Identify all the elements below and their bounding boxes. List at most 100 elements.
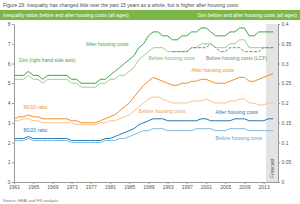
chart: Figure 29: Inequality has changed little… [0,0,300,204]
annotation: After housing costs [216,109,259,115]
tick-label: 2013 [259,184,270,190]
tick-label: 2009 [239,184,250,190]
axis-line [278,25,279,183]
tick-mark [12,64,14,65]
tick: 2005 [220,182,231,190]
tick: 0.3 [278,61,289,67]
tick: 0.15 [278,120,291,126]
tick: 2 [8,140,14,146]
tick: 1989 [143,182,154,190]
forecast-label: Forecast [269,158,275,178]
axis-line [14,25,15,183]
tick-label: 0.25 [282,80,292,86]
tick-label: 1969 [47,184,58,190]
tick-label: 0 [8,179,11,185]
tick-label: 0.15 [282,120,292,126]
tick-label: 0.3 [282,61,289,67]
series-line [14,73,273,122]
tick: 1 [8,159,14,165]
tick-label: 8 [8,21,11,27]
tick-label: 0.1 [282,140,289,146]
y-axis-title: Inequality ratios before and after housi… [3,12,129,18]
tick-label: 1 [8,159,11,165]
header-band [0,10,300,20]
series-line [14,97,273,125]
tick-label: 1961 [9,184,20,190]
tick: 0.2 [278,100,289,106]
tick-mark [278,123,280,124]
tick: 1997 [182,182,193,190]
tick-mark [12,24,14,25]
tick: 0.05 [278,159,291,165]
tick: 2001 [201,182,212,190]
tick: 0.1 [278,140,289,146]
tick: 2013 [259,182,270,190]
tick-label: 0 [282,179,285,185]
tick-label: 4 [8,100,11,106]
tick-label: 2005 [220,184,231,190]
tick-label: 1973 [67,184,78,190]
tick-mark [278,103,280,104]
tick: 1969 [47,182,58,190]
tick: 1981 [105,182,116,190]
tick: 1985 [124,182,135,190]
tick-mark [278,44,280,45]
annotation: 90/10 ratio [24,104,48,110]
series-line [14,119,273,141]
tick-mark [12,44,14,45]
tick-label: 6 [8,61,11,67]
tick-label: 7 [8,41,11,47]
tick: 1965 [28,182,39,190]
series-line [172,44,273,52]
tick-mark [12,123,14,124]
tick-mark [278,182,280,183]
tick: 1993 [163,182,174,190]
tick: 5 [8,80,14,86]
tick-label: 2001 [201,184,212,190]
tick-mark [278,64,280,65]
tick-mark [12,182,14,183]
tick-label: 0.4 [282,21,289,27]
tick-label: 1985 [124,184,135,190]
tick-mark [278,24,280,25]
tick-label: 0.05 [282,159,292,165]
tick-label: 1997 [182,184,193,190]
tick-mark [12,143,14,144]
tick-mark [12,162,14,163]
tick-label: 1989 [143,184,154,190]
tick: 3 [8,120,14,126]
tick-label: 1977 [86,184,97,190]
tick-label: 1981 [105,184,116,190]
tick: 2009 [239,182,250,190]
tick: 0 [8,179,14,185]
annotation: After housing costs [86,41,129,47]
axis-line [15,182,279,183]
tick-mark [12,83,14,84]
tick: 7 [8,41,14,47]
tick-mark [278,83,280,84]
tick-label: 0.2 [282,100,289,106]
tick-label: 3 [8,120,11,126]
tick-label: 2 [8,140,11,146]
tick: 1977 [86,182,97,190]
y-axis: 0 1 2 3 4 5 6 7 8 [8,21,15,185]
plot-area [14,24,278,182]
tick-label: 1993 [163,184,174,190]
source: Source: HBAI and IFS analysis [3,198,58,203]
tick-label: 5 [8,80,11,86]
annotation: Before housing costs [139,108,186,114]
tick: 0.4 [278,21,289,27]
tick: 0.35 [278,41,291,47]
y2-axis-title: Gini before and after housing costs (all… [198,12,298,18]
tick-mark [278,143,280,144]
series-line [14,40,273,87]
annotation: After housing costs [192,67,235,73]
annotation: 80/20 ratio [24,127,48,133]
tick: 0 [278,179,285,185]
tick: 1961 [9,182,20,190]
tick: 8 [8,21,14,27]
tick: 1973 [67,182,78,190]
annotation: Before housing costs [148,55,195,61]
annotations: Gini (right hand side axis)After housing… [19,41,267,141]
tick-label: 1965 [28,184,39,190]
